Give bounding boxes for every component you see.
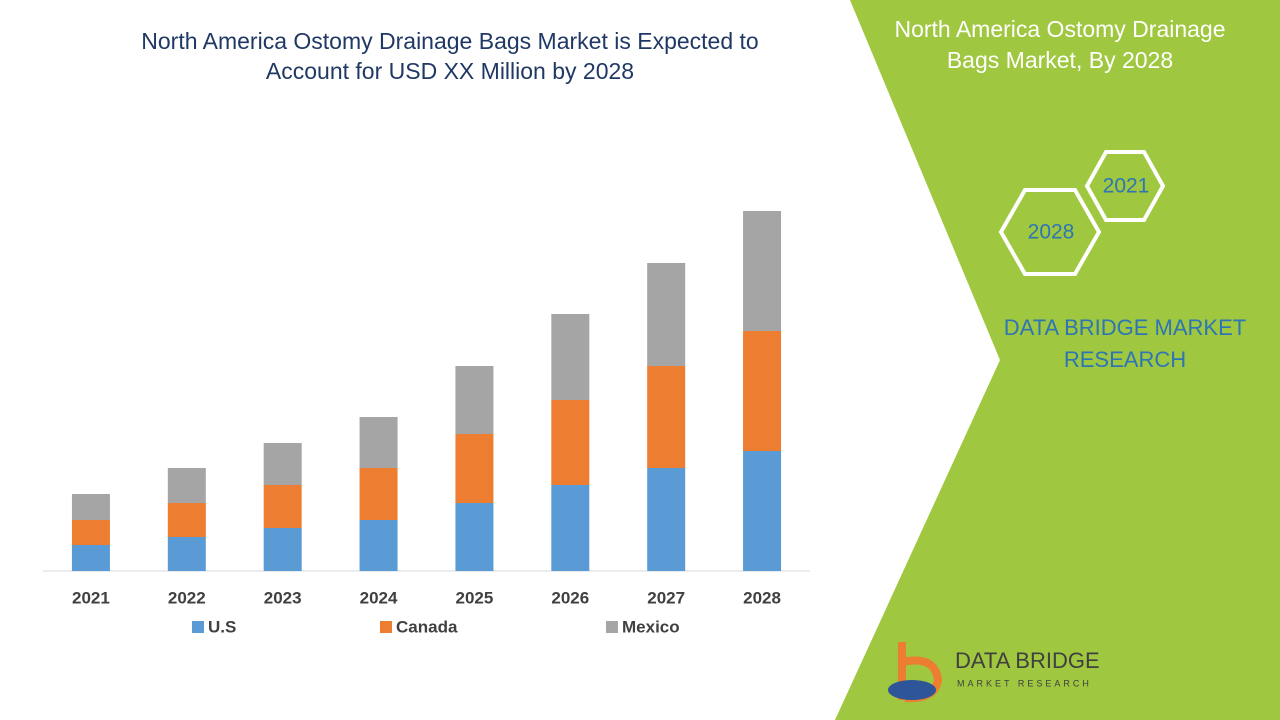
bar (359, 417, 398, 468)
brand: DATA BRIDGE MARKET RESEARCH (1003, 315, 1247, 372)
bar (743, 211, 782, 331)
bar (647, 263, 686, 366)
bar (71, 545, 110, 571)
bar (743, 331, 782, 451)
x-tick-label: 2024 (360, 588, 398, 607)
bar (71, 494, 110, 520)
bar (455, 434, 494, 503)
logo-name: DATA BRIDGE (955, 648, 1100, 673)
legend-swatch (192, 621, 204, 633)
hexagon-label: 2021 (1103, 175, 1150, 198)
bar (647, 366, 686, 468)
bar (263, 528, 302, 571)
side-panel (835, 0, 1280, 720)
legend-swatch (380, 621, 392, 633)
bar (743, 451, 782, 571)
bar (455, 503, 494, 571)
legend-label: U.S (208, 617, 236, 636)
bar (551, 485, 590, 571)
bar (551, 400, 590, 485)
bar (359, 468, 398, 520)
x-tick-label: 2023 (264, 588, 302, 607)
legend-swatch (606, 621, 618, 633)
bar (167, 468, 206, 503)
legend-label: Mexico (622, 617, 680, 636)
logo-mark (888, 680, 936, 700)
panel-title: North America Ostomy Drainage Bags Marke… (894, 16, 1226, 73)
x-tick-label: 2027 (647, 588, 685, 607)
x-tick-label: 2022 (168, 588, 206, 607)
x-tick-label: 2025 (456, 588, 494, 607)
bar (551, 314, 590, 400)
logo-tagline: MARKET RESEARCH (957, 678, 1092, 688)
legend-label: Canada (396, 617, 458, 636)
x-tick-label: 2028 (743, 588, 781, 607)
bar (263, 443, 302, 485)
bar (167, 503, 206, 537)
hexagon (998, 188, 1102, 276)
bar (647, 468, 686, 571)
bar (359, 520, 398, 571)
x-tick-label: 2021 (72, 588, 110, 607)
hexagon (1084, 150, 1166, 222)
x-tick-label: 2026 (551, 588, 589, 607)
bar (71, 520, 110, 545)
chart-title: North America Ostomy Drainage Bags Marke… (141, 28, 759, 84)
bar (263, 485, 302, 528)
hexagon-label: 2028 (1028, 221, 1075, 244)
bar (455, 366, 494, 434)
bar (167, 537, 206, 571)
